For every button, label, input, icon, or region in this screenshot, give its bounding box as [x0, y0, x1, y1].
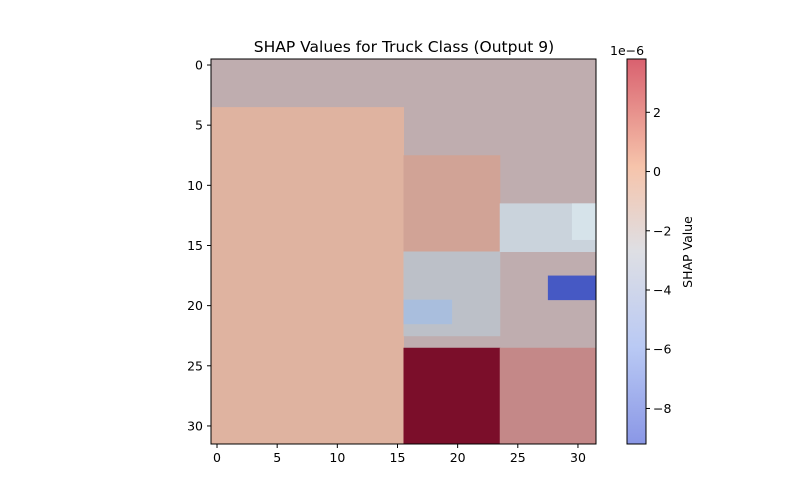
colorbar-tick-label: −8: [653, 401, 671, 416]
x-tick-label: 15: [390, 450, 406, 465]
colorbar-tick-label: −4: [653, 283, 671, 298]
x-tick-label: 25: [510, 450, 526, 465]
x-tick-label: 20: [450, 450, 466, 465]
y-tick-label: 5: [195, 118, 203, 133]
x-tick-label: 10: [329, 450, 345, 465]
colorbar-label: SHAP Value: [680, 216, 695, 288]
heatmap-region-truck-body: [211, 107, 404, 445]
heatmap-region-window-low: [403, 299, 453, 325]
y-axis: 0 5 10 15 20 25 30: [187, 58, 211, 433]
y-tick-label: 25: [187, 358, 203, 373]
colorbar-ticks: −8 −6 −4 −2 0 2: [646, 105, 671, 416]
colorbar: −8 −6 −4 −2 0 2 1e−6 SHAP Value: [610, 43, 695, 445]
chart-title: SHAP Values for Truck Class (Output 9): [254, 38, 554, 56]
y-tick-label: 0: [195, 58, 203, 73]
colorbar-tick-label: −2: [653, 223, 671, 238]
y-tick-label: 10: [187, 178, 203, 193]
colorbar-scale-label: 1e−6: [610, 43, 644, 58]
heatmap-region-strong-positive: [403, 347, 501, 445]
heatmap-region-cab-upper: [403, 155, 501, 252]
y-tick-label: 15: [187, 238, 203, 253]
x-tick-label: 0: [213, 450, 221, 465]
x-tick-label: 30: [570, 450, 586, 465]
heatmap-region-sky-right-edge: [571, 203, 597, 240]
heatmap-region-strong-negative: [547, 275, 597, 301]
heatmap-region-wheel-area: [499, 347, 597, 445]
colorbar-tick-label: 2: [653, 105, 661, 120]
heatmap-cells: [211, 59, 597, 445]
colorbar-gradient: [626, 58, 647, 445]
y-tick-label: 20: [187, 298, 203, 313]
heatmap-frame: [210, 58, 597, 445]
colorbar-tick-label: −6: [653, 342, 671, 357]
x-axis: 0 5 10 15 20 25 30: [213, 444, 586, 465]
colorbar-tick-label: 0: [653, 164, 661, 179]
y-tick-label: 30: [187, 418, 203, 433]
x-tick-label: 5: [273, 450, 281, 465]
